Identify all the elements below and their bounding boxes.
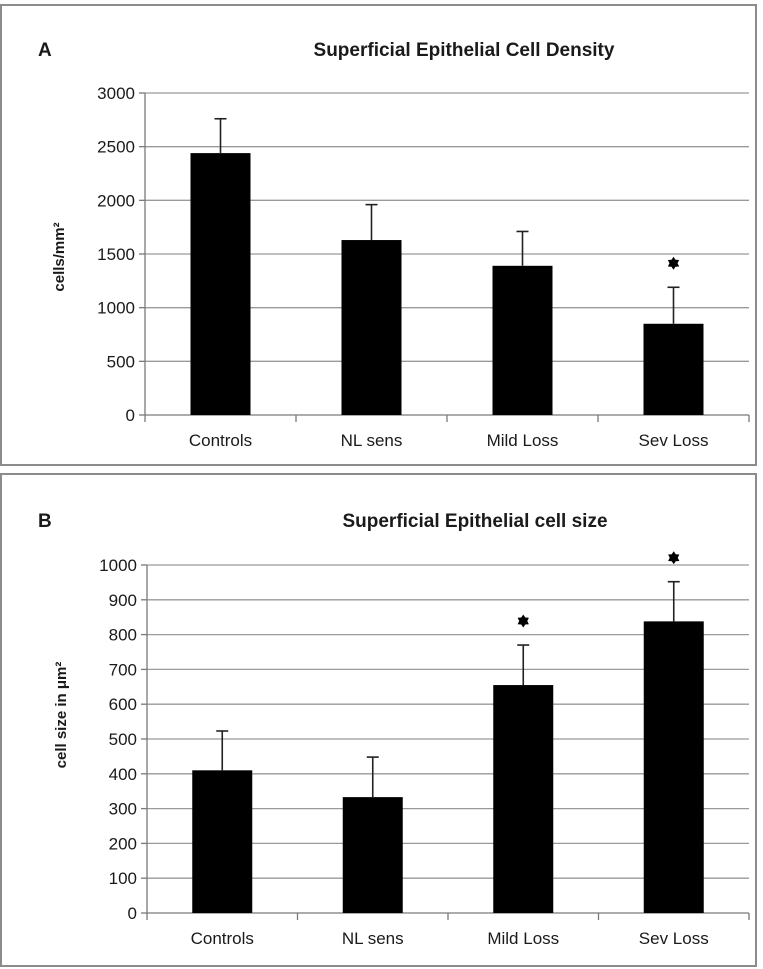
y-tick-label: 2500 bbox=[97, 138, 135, 157]
y-tick-label: 400 bbox=[109, 765, 137, 784]
bar-mild-loss bbox=[493, 685, 554, 913]
y-tick-label: 0 bbox=[126, 406, 135, 425]
plot-area-b: 0 100 200 300 400 500 600 700 800 900 1000 Controls… bbox=[99, 551, 750, 948]
x-category-label: NL sens bbox=[341, 431, 403, 450]
chart-title-a: Superficial Epithelial Cell Density bbox=[314, 40, 615, 61]
y-tick-label: 900 bbox=[109, 591, 137, 610]
chart-b: B Superficial Epithelial cell size cell … bbox=[38, 511, 750, 948]
bar-nl-sens bbox=[341, 240, 402, 415]
y-tick-label: 1500 bbox=[97, 245, 135, 264]
y-tick-label: 500 bbox=[109, 730, 137, 749]
x-category-label: Controls bbox=[189, 431, 252, 450]
x-category-label: Mild Loss bbox=[487, 431, 559, 450]
panel-a: A Superficial Epithelial Cell Density ce… bbox=[0, 4, 757, 466]
bar-sev-loss bbox=[643, 323, 704, 415]
significance-asterisk bbox=[517, 614, 529, 628]
y-tick-label: 2000 bbox=[97, 191, 135, 210]
panel-b: B Superficial Epithelial cell size cell … bbox=[0, 473, 757, 967]
chart-title-b: Superficial Epithelial cell size bbox=[342, 511, 607, 532]
y-tick-label: 100 bbox=[109, 869, 137, 888]
x-category-label: NL sens bbox=[342, 929, 404, 948]
y-tick-label: 200 bbox=[109, 834, 137, 853]
panel-label-b: B bbox=[38, 511, 52, 532]
y-tick-label: 800 bbox=[109, 626, 137, 645]
x-category-label: Controls bbox=[191, 929, 254, 948]
bar-controls bbox=[190, 153, 251, 415]
y-axis-label-b: cell size in μm² bbox=[53, 662, 70, 769]
panel-label-a: A bbox=[38, 40, 52, 61]
significance-asterisk bbox=[667, 256, 680, 270]
y-axis-label-a: cells/mm² bbox=[51, 222, 68, 291]
chart-a: A Superficial Epithelial Cell Density ce… bbox=[38, 40, 750, 450]
y-tick-label: 1000 bbox=[97, 299, 135, 318]
y-tick-label: 300 bbox=[109, 800, 137, 819]
y-tick-label: 0 bbox=[128, 904, 137, 923]
bar-mild-loss bbox=[492, 265, 553, 415]
y-tick-label: 700 bbox=[109, 660, 137, 679]
x-category-label: Sev Loss bbox=[639, 929, 709, 948]
significance-asterisk bbox=[668, 551, 680, 565]
y-tick-label: 500 bbox=[107, 352, 135, 371]
x-category-label: Mild Loss bbox=[487, 929, 559, 948]
y-tick-label: 1000 bbox=[99, 556, 137, 575]
bar-nl-sens bbox=[342, 797, 403, 913]
bar-controls bbox=[192, 770, 253, 913]
x-category-label: Sev Loss bbox=[639, 431, 709, 450]
plot-area-a: 0 500 1000 1500 2000 2500 3000 Controls NL sens M… bbox=[97, 84, 750, 450]
bar-sev-loss bbox=[643, 621, 704, 913]
y-tick-label: 3000 bbox=[97, 84, 135, 103]
y-tick-label: 600 bbox=[109, 695, 137, 714]
